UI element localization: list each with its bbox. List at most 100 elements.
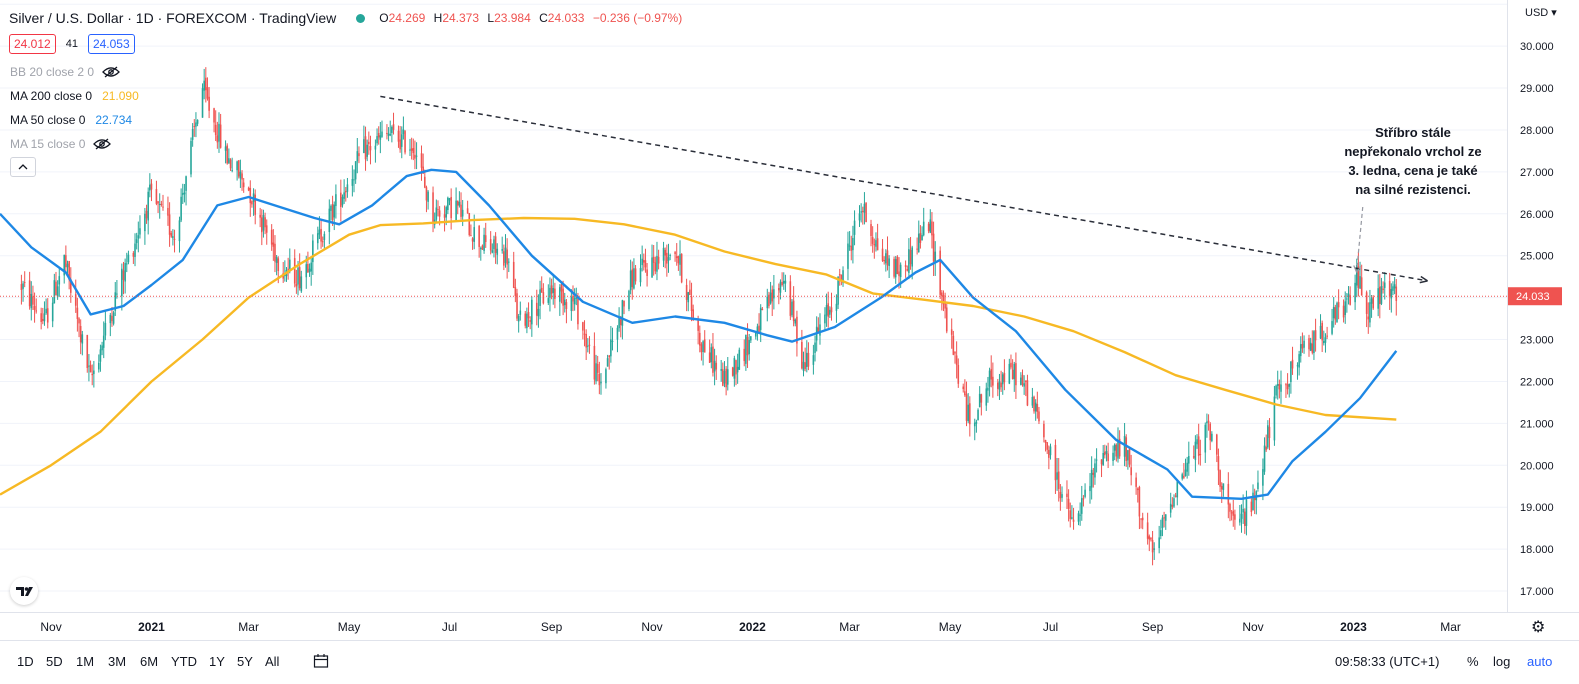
currency-select[interactable]: USD ▾ [1525,7,1557,19]
candle [1173,494,1175,508]
candle-body [1038,411,1040,422]
indicator-bb[interactable]: BB 20 close 2 0 [10,65,120,79]
candle [218,112,220,153]
sell-price-button[interactable]: 24.012 [9,34,56,54]
candle [145,204,148,224]
timeframe-1y[interactable]: 1Y [209,654,225,669]
candle-body [1015,363,1017,386]
log-scale-toggle[interactable]: log [1493,654,1511,669]
candle-body [358,153,360,157]
candle-body [794,319,797,324]
candle [65,245,67,272]
eye-hidden-icon[interactable] [102,66,120,78]
candle-body [1192,456,1195,458]
candle-body [596,364,599,373]
candle [1336,301,1338,323]
candle-body [1090,469,1093,488]
candle-body [784,280,787,284]
candle [109,312,112,337]
candle-body [288,259,291,269]
candle [122,261,125,295]
timeframe-6m[interactable]: 6M [140,654,159,669]
candle [1046,442,1049,455]
candle-body [503,251,505,266]
candle-body [1395,286,1398,301]
candle-body [656,255,658,272]
candle [812,344,815,375]
candle-body [1309,342,1312,351]
candle [400,126,403,159]
annotation-pointer [1356,206,1364,271]
candle-body [990,369,993,380]
timeframe-1d[interactable]: 1D [17,654,34,669]
timeframe-5y[interactable]: 5Y [237,654,253,669]
candle-body [1199,454,1202,456]
candle [399,125,401,153]
timeframe-3m[interactable]: 3M [108,654,127,669]
candle-body [424,176,426,188]
candle-body [1359,276,1361,289]
candle [206,77,209,101]
candle [1337,289,1340,320]
candle [679,240,681,276]
candle [251,200,253,208]
candle [975,419,978,433]
candle-body [975,421,978,424]
gear-icon[interactable]: ⚙ [1531,619,1546,636]
percent-scale-toggle[interactable]: % [1467,654,1479,669]
buy-price-button[interactable]: 24.053 [87,34,135,54]
candle-body [185,176,187,191]
candle-body [1105,451,1108,454]
candle [577,292,579,330]
candle-body [962,386,965,390]
eye-hidden-icon[interactable] [93,138,112,150]
candle-body [40,313,42,322]
candle-body [1020,377,1022,385]
candle-body [802,361,805,371]
candle [226,143,229,165]
candle-body [535,302,538,316]
candle-body [1136,488,1139,491]
candle [539,280,541,320]
indicator-ma15[interactable]: MA 15 close 0 [10,137,112,151]
candle-body [178,220,181,242]
candle [341,194,344,208]
clock[interactable]: 09:58:33 (UTC+1) [1335,654,1440,669]
candle [870,219,872,247]
candle [932,221,935,277]
candle-body [203,80,205,91]
candle-body [363,139,365,154]
candle-body [1313,331,1315,354]
candle-body [952,335,955,355]
candle-body [1319,325,1322,339]
candle [927,221,930,234]
candle [242,177,245,193]
tradingview-logo[interactable] [10,577,38,605]
candle-body [247,187,250,191]
timeframe-5d[interactable]: 5D [46,654,63,669]
candle [237,160,240,179]
collapse-legend-button[interactable] [10,157,36,177]
candle-body [56,286,59,297]
candle-body [1234,514,1236,520]
indicator-ma50[interactable]: MA 50 close 0 22.734 [10,113,133,127]
candle [1331,308,1333,336]
candle-body [312,240,314,263]
candle-body [239,171,242,179]
candle [573,288,576,311]
candle-body [1117,441,1119,459]
candle-body [819,324,821,336]
auto-scale-toggle[interactable]: auto [1527,654,1553,669]
timeframe-1m[interactable]: 1M [76,654,95,669]
candle-body [911,247,913,267]
date-range-icon[interactable] [313,653,329,669]
timeframe-all[interactable]: All [265,654,280,669]
indicator-ma200[interactable]: MA 200 close 0 21.090 [10,89,139,103]
candle [942,290,945,312]
candle-body [610,339,612,357]
timeframe-ytd[interactable]: YTD [171,654,197,669]
candle-body [554,288,556,299]
candle-body [409,149,411,151]
symbol-title[interactable]: Silver / U.S. Dollar · 1D · FOREXCOM · T… [9,10,337,26]
